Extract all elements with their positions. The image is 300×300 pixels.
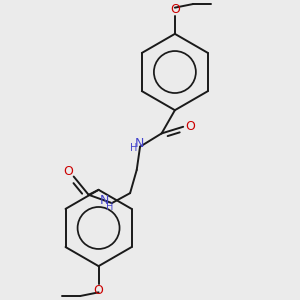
Text: O: O [63,165,73,178]
Text: O: O [170,3,180,16]
Text: H: H [106,202,114,212]
Text: N: N [100,194,109,207]
Text: H: H [130,143,137,153]
Text: N: N [135,137,144,150]
Text: O: O [94,284,103,297]
Text: O: O [185,120,195,133]
